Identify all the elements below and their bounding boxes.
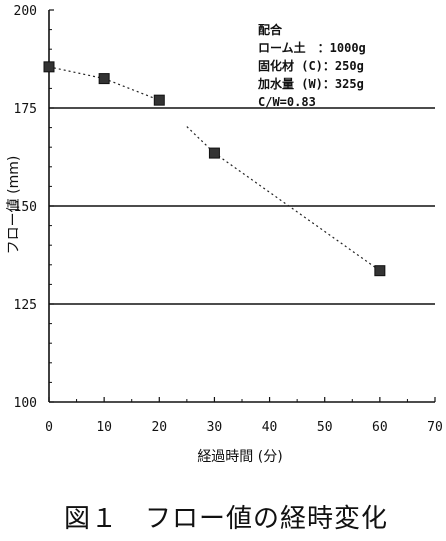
y-tick-label: 175 — [14, 102, 37, 117]
reference-lines — [49, 107, 435, 305]
y-tick-label: 200 — [14, 4, 37, 19]
x-tick-label: 20 — [151, 420, 167, 435]
y-tick-label: 150 — [14, 200, 37, 215]
series-segment — [103, 78, 160, 101]
data-point — [98, 73, 110, 85]
data-point — [208, 147, 220, 159]
annotation-line: 固化材 (C)：250g — [258, 58, 364, 73]
x-tick-label: 30 — [207, 420, 223, 435]
x-tick-label: 50 — [317, 420, 333, 435]
data-point — [153, 94, 165, 106]
x-tick-label: 10 — [96, 420, 112, 435]
annotation-line: C/W=0.83 — [258, 95, 316, 109]
figure-caption: 図１ フロー値の経時変化 — [64, 504, 388, 534]
x-tick-label: 0 — [45, 420, 53, 435]
y-axis-label: フロー値 (mm) — [6, 156, 22, 255]
x-axis-ticks: 0 10 20 30 40 50 60 70 — [45, 397, 443, 435]
series-segment — [48, 66, 105, 80]
x-axis-label: 経過時間 (分) — [197, 449, 282, 465]
y-axis-ticks: 100 125 150 175 200 — [14, 4, 54, 411]
annotation-line: ローム土 ：1000g — [258, 40, 366, 55]
data-point — [43, 61, 55, 73]
series-line — [48, 66, 381, 272]
data-point — [374, 265, 386, 277]
y-tick-label: 100 — [14, 396, 37, 411]
x-tick-label: 60 — [372, 420, 388, 435]
series-points — [43, 61, 386, 277]
mix-annotation: 配合 ローム土 ：1000g 固化材 (C)：250g 加水量 (W)：325g… — [257, 22, 366, 109]
x-tick-label: 40 — [262, 420, 278, 435]
annotation-title: 配合 — [258, 22, 283, 37]
annotation-line: 加水量 (W)：325g — [257, 76, 364, 91]
series-segment — [214, 152, 381, 272]
x-tick-label: 70 — [427, 420, 443, 435]
y-tick-label: 125 — [14, 298, 37, 313]
